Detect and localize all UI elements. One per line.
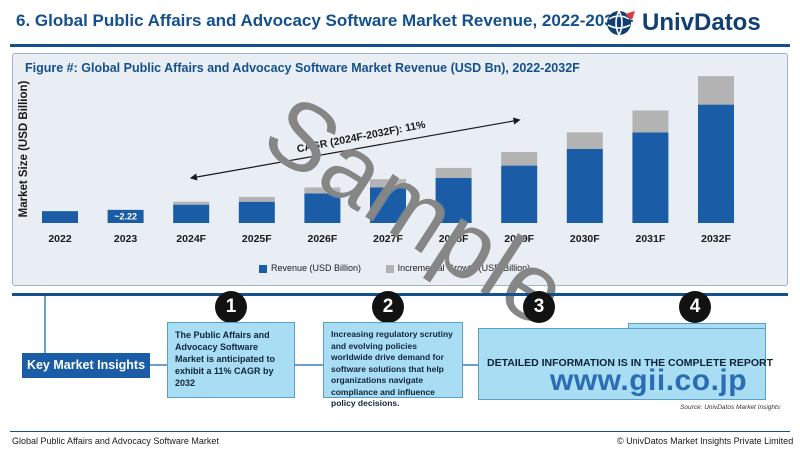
x-tick-2032f: 2032F xyxy=(701,233,731,245)
bar-incremental-2030f xyxy=(566,132,603,149)
legend-item-incremental: Incremental Growth (USD Billion) xyxy=(385,263,531,273)
bar-incremental-2029f xyxy=(501,151,538,166)
x-axis-ticks: 2022 2023 2024F 2025F 2026F 2027F 2028F 2029F 20… xyxy=(48,233,731,245)
bar-revenue-2023 xyxy=(107,209,144,223)
bar-revenue-2027f xyxy=(370,187,406,223)
x-tick-2022: 2022 xyxy=(48,233,72,245)
chart-legend: Revenue (USD Billion) Incremental Growth… xyxy=(259,263,552,277)
x-tick-2031f: 2031F xyxy=(636,233,666,245)
footer-market-name: Global Public Affairs and Advocacy Softw… xyxy=(12,436,219,446)
insight-card-3: DETAILED INFORMATION IS IN THE COMPLETE … xyxy=(478,328,773,400)
bar-revenue-2030f xyxy=(566,149,603,223)
x-tick-2028f: 2028F xyxy=(439,233,469,245)
footer-divider xyxy=(10,431,790,432)
legend-swatch-revenue xyxy=(259,264,267,273)
bar-revenue-2024f xyxy=(173,204,210,223)
insight-number-1: 1 xyxy=(215,291,247,323)
x-tick-2029f: 2029F xyxy=(504,233,534,245)
chart-panel: Figure #: Global Public Affairs and Advo… xyxy=(12,53,788,348)
insight-number-3: 3 xyxy=(523,291,555,323)
bar-incremental-2031f xyxy=(632,110,669,133)
insight-number-2: 2 xyxy=(372,291,404,323)
univdatos-logo: UnivDatos xyxy=(604,8,790,38)
header: 6. Global Public Affairs and Advocacy So… xyxy=(0,0,800,47)
insights-divider xyxy=(12,293,788,296)
data-label-2023: ~2.22 xyxy=(114,211,137,221)
legend-label-revenue: Revenue (USD Billion) xyxy=(271,263,362,273)
insight-number-4: 4 xyxy=(679,291,711,323)
complete-report-notice: DETAILED INFORMATION IS IN THE COMPLETE … xyxy=(487,357,774,369)
bar-revenue-2032f xyxy=(698,104,734,223)
bar-revenue-2025f xyxy=(238,201,275,223)
bar-revenue-2022 xyxy=(42,211,78,223)
bar-incremental-2028f xyxy=(435,167,472,179)
x-tick-2025f: 2025F xyxy=(242,233,272,245)
connector-1-2 xyxy=(295,364,323,366)
legend-swatch-incremental xyxy=(385,264,394,273)
connector-2-3 xyxy=(463,364,478,366)
x-tick-2023: 2023 xyxy=(114,233,138,245)
legend-item-revenue: Revenue (USD Billion) xyxy=(259,263,361,273)
bar-revenue-2026f xyxy=(304,193,341,223)
globe-icon xyxy=(607,10,635,36)
cagr-annotation: CAGR (2024F-2032F): 11% xyxy=(296,119,427,156)
insight-card-4 xyxy=(628,323,766,330)
header-divider xyxy=(10,44,790,47)
x-tick-2030f: 2030F xyxy=(570,233,600,245)
cagr-arrow xyxy=(189,117,521,181)
x-tick-2024f: 2024F xyxy=(176,233,206,245)
gii-watermark: www.gii.co.jp xyxy=(550,364,748,397)
insight-card-1: The Public Affairs and Advocacy Software… xyxy=(167,322,295,398)
page-title: 6. Global Public Affairs and Advocacy So… xyxy=(16,11,634,30)
bar-incremental-2032f xyxy=(698,76,734,105)
x-tick-2026f: 2026F xyxy=(308,233,338,245)
chart-title: Figure #: Global Public Affairs and Advo… xyxy=(25,61,580,75)
source-note: Source: UnivDatos Market Insights xyxy=(680,404,781,411)
bar-incremental-2024f xyxy=(173,201,210,205)
x-tick-2027f: 2027F xyxy=(373,233,403,245)
bars-layer: ~2.22 xyxy=(42,76,734,223)
insight-card-2: Increasing regulatory scrutiny and evolv… xyxy=(323,322,463,408)
bar-incremental-2025f xyxy=(238,196,275,202)
connector-kmi xyxy=(150,364,167,366)
bar-revenue-2029f xyxy=(501,165,538,223)
key-market-insights-label: Key Market Insights xyxy=(22,353,150,378)
logo-text: UnivDatos xyxy=(642,9,761,36)
bar-revenue-2031f xyxy=(632,132,669,223)
legend-label-incremental: Incremental Growth (USD Billion) xyxy=(397,263,531,273)
bar-incremental-2027f xyxy=(370,179,406,188)
bar-incremental-2026f xyxy=(304,187,341,194)
connector-vertical xyxy=(44,296,46,353)
bar-revenue-2028f xyxy=(435,178,472,223)
footer-copyright: © UnivDatos Market Insights Private Limi… xyxy=(617,436,794,446)
bar-chart: ~2.22 2022 2023 2024F 2025F 2026F 2027F 2028F 2… xyxy=(42,76,734,245)
